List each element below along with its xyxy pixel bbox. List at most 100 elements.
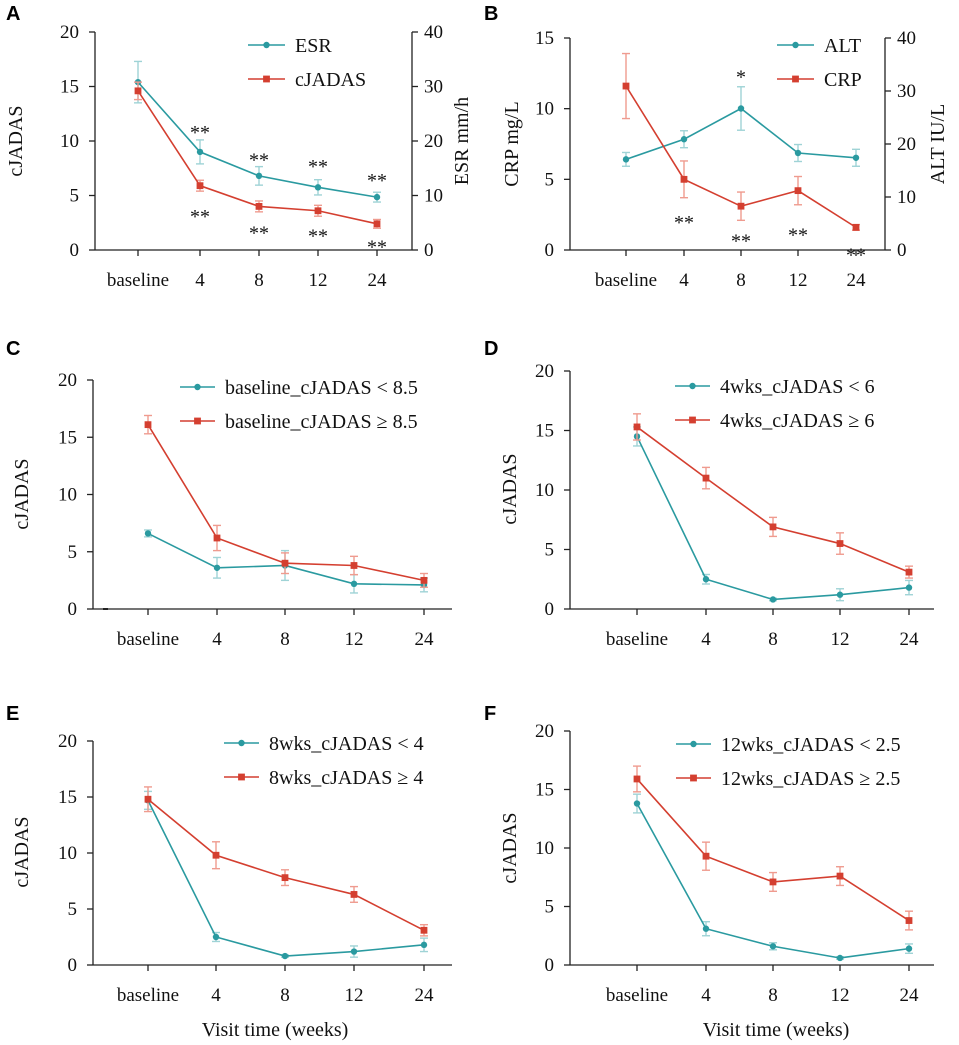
x-tick-label: baseline <box>606 985 668 1006</box>
y-tick-label: 5 <box>545 897 555 918</box>
data-point <box>134 87 142 95</box>
y-tick-label: 0 <box>545 599 555 620</box>
legend-label: baseline_cJADAS ≥ 8.5 <box>225 411 418 433</box>
x-tick-label: 24 <box>415 985 435 1006</box>
y-right-tick-label: 20 <box>424 131 443 152</box>
series-line <box>147 532 425 586</box>
data-point <box>836 954 844 962</box>
data-point <box>836 591 844 598</box>
data-point <box>213 564 221 571</box>
series-cjadas <box>134 81 381 229</box>
series-4wks-cjadas-6 <box>633 426 913 603</box>
y-axis-right-title: ESR mm/h <box>451 97 473 185</box>
significance-marker: ** <box>674 212 694 234</box>
legend-marker <box>792 75 799 83</box>
y-tick-label: 5 <box>70 186 80 207</box>
series-line <box>137 81 378 198</box>
data-point <box>373 193 381 201</box>
significance-marker: ** <box>308 226 328 248</box>
data-point <box>737 105 745 112</box>
panel-f: F 0 5 10 15 20 baseline 4 8 12 24 cJADAS Visit time … <box>484 703 934 1041</box>
y-tick-label: 15 <box>58 787 77 808</box>
y-axis-right-title: ALT IU/L <box>927 104 949 185</box>
y-axis-title: cJADAS <box>11 458 33 529</box>
data-point <box>836 872 844 880</box>
y-axis-title: cJADAS <box>5 105 27 176</box>
x-tick-label: 12 <box>345 985 364 1006</box>
legend-label: 8wks_cJADAS < 4 <box>269 733 424 755</box>
y-tick-label: 10 <box>60 131 79 152</box>
panel-c: C 0 5 10 15 20 baseline 4 8 12 24 cJADAS baseline_cJ… <box>6 338 452 650</box>
panel-label: F <box>484 703 496 725</box>
x-tick-label: 4 <box>701 629 711 650</box>
data-point <box>350 580 358 588</box>
data-point <box>702 925 710 932</box>
data-point <box>769 943 777 950</box>
data-point <box>680 175 688 183</box>
x-tick-label: baseline <box>117 985 179 1006</box>
x-tick-label: 24 <box>900 629 920 650</box>
data-point <box>836 540 844 547</box>
y-tick-label: 15 <box>535 780 554 801</box>
y-tick-label: 15 <box>535 421 554 442</box>
y-tick-label: 5 <box>545 169 555 190</box>
data-point <box>702 852 710 860</box>
x-tick-label: baseline <box>107 270 169 291</box>
legend-label: 12wks_cJADAS ≥ 2.5 <box>721 768 900 790</box>
series-12wks-cjadas-2-5 <box>633 765 913 931</box>
data-point <box>633 423 641 431</box>
data-point <box>420 576 428 584</box>
legend-marker <box>690 774 697 782</box>
series-12wks-cjadas-2-5 <box>633 793 913 962</box>
data-point <box>622 82 630 90</box>
data-point <box>905 945 913 952</box>
y-tick-label: 5 <box>68 899 78 920</box>
x-tick-label: 4 <box>211 985 221 1006</box>
y-right-tick-label: 0 <box>424 240 434 261</box>
panel-label: C <box>6 338 20 360</box>
y-tick-label: 0 <box>68 955 78 976</box>
data-point <box>350 948 358 955</box>
y-tick-label: 10 <box>58 843 77 864</box>
data-point <box>144 421 152 429</box>
legend-marker <box>792 41 799 49</box>
y-tick-label: 0 <box>68 599 78 620</box>
x-tick-label: 8 <box>254 270 264 291</box>
data-point <box>794 187 802 195</box>
y-tick-label: 10 <box>535 99 554 120</box>
panel-b: B 0 5 10 15 0 10 20 30 40 ALT IU/L baseline 4 8 12 24 CR… <box>484 3 949 291</box>
y-axis-title: cJADAS <box>499 453 521 524</box>
legend-marker <box>238 773 245 781</box>
data-point <box>769 596 777 603</box>
y-tick-label: 10 <box>535 480 554 501</box>
series-line <box>636 426 910 573</box>
legend-label: 4wks_cJADAS ≥ 6 <box>720 410 874 432</box>
y-tick-label: 10 <box>58 485 77 506</box>
x-tick-label: 8 <box>736 270 746 291</box>
x-tick-label: 8 <box>768 985 778 1006</box>
y-right-tick-label: 10 <box>424 186 443 207</box>
y-right-tick-label: 30 <box>424 77 443 98</box>
data-point <box>213 534 221 542</box>
x-tick-label: baseline <box>606 629 668 650</box>
y-tick-label: 10 <box>535 838 554 859</box>
x-tick-label: 12 <box>789 270 808 291</box>
data-point <box>852 223 860 231</box>
significance-marker: ** <box>249 222 269 244</box>
significance-marker: ** <box>190 122 210 144</box>
x-tick-label: 12 <box>831 985 850 1006</box>
x-tick-label: 24 <box>368 270 388 291</box>
x-tick-label: 12 <box>309 270 328 291</box>
y-right-tick-label: 20 <box>897 134 916 155</box>
data-point <box>622 156 630 163</box>
panel-label: B <box>484 3 498 25</box>
panel-d: D 0 5 10 15 20 baseline 4 8 12 24 cJADAS 4wks_cJADAS… <box>484 338 934 650</box>
y-tick-label: 20 <box>535 361 554 382</box>
legend-label: ALT <box>824 35 861 57</box>
x-axis-title: Visit time (weeks) <box>202 1019 349 1041</box>
data-point <box>905 584 913 591</box>
legend-marker <box>690 740 697 748</box>
legend-marker <box>689 416 696 424</box>
legend-label: baseline_cJADAS < 8.5 <box>225 377 418 399</box>
y-tick-label: 20 <box>60 22 79 43</box>
